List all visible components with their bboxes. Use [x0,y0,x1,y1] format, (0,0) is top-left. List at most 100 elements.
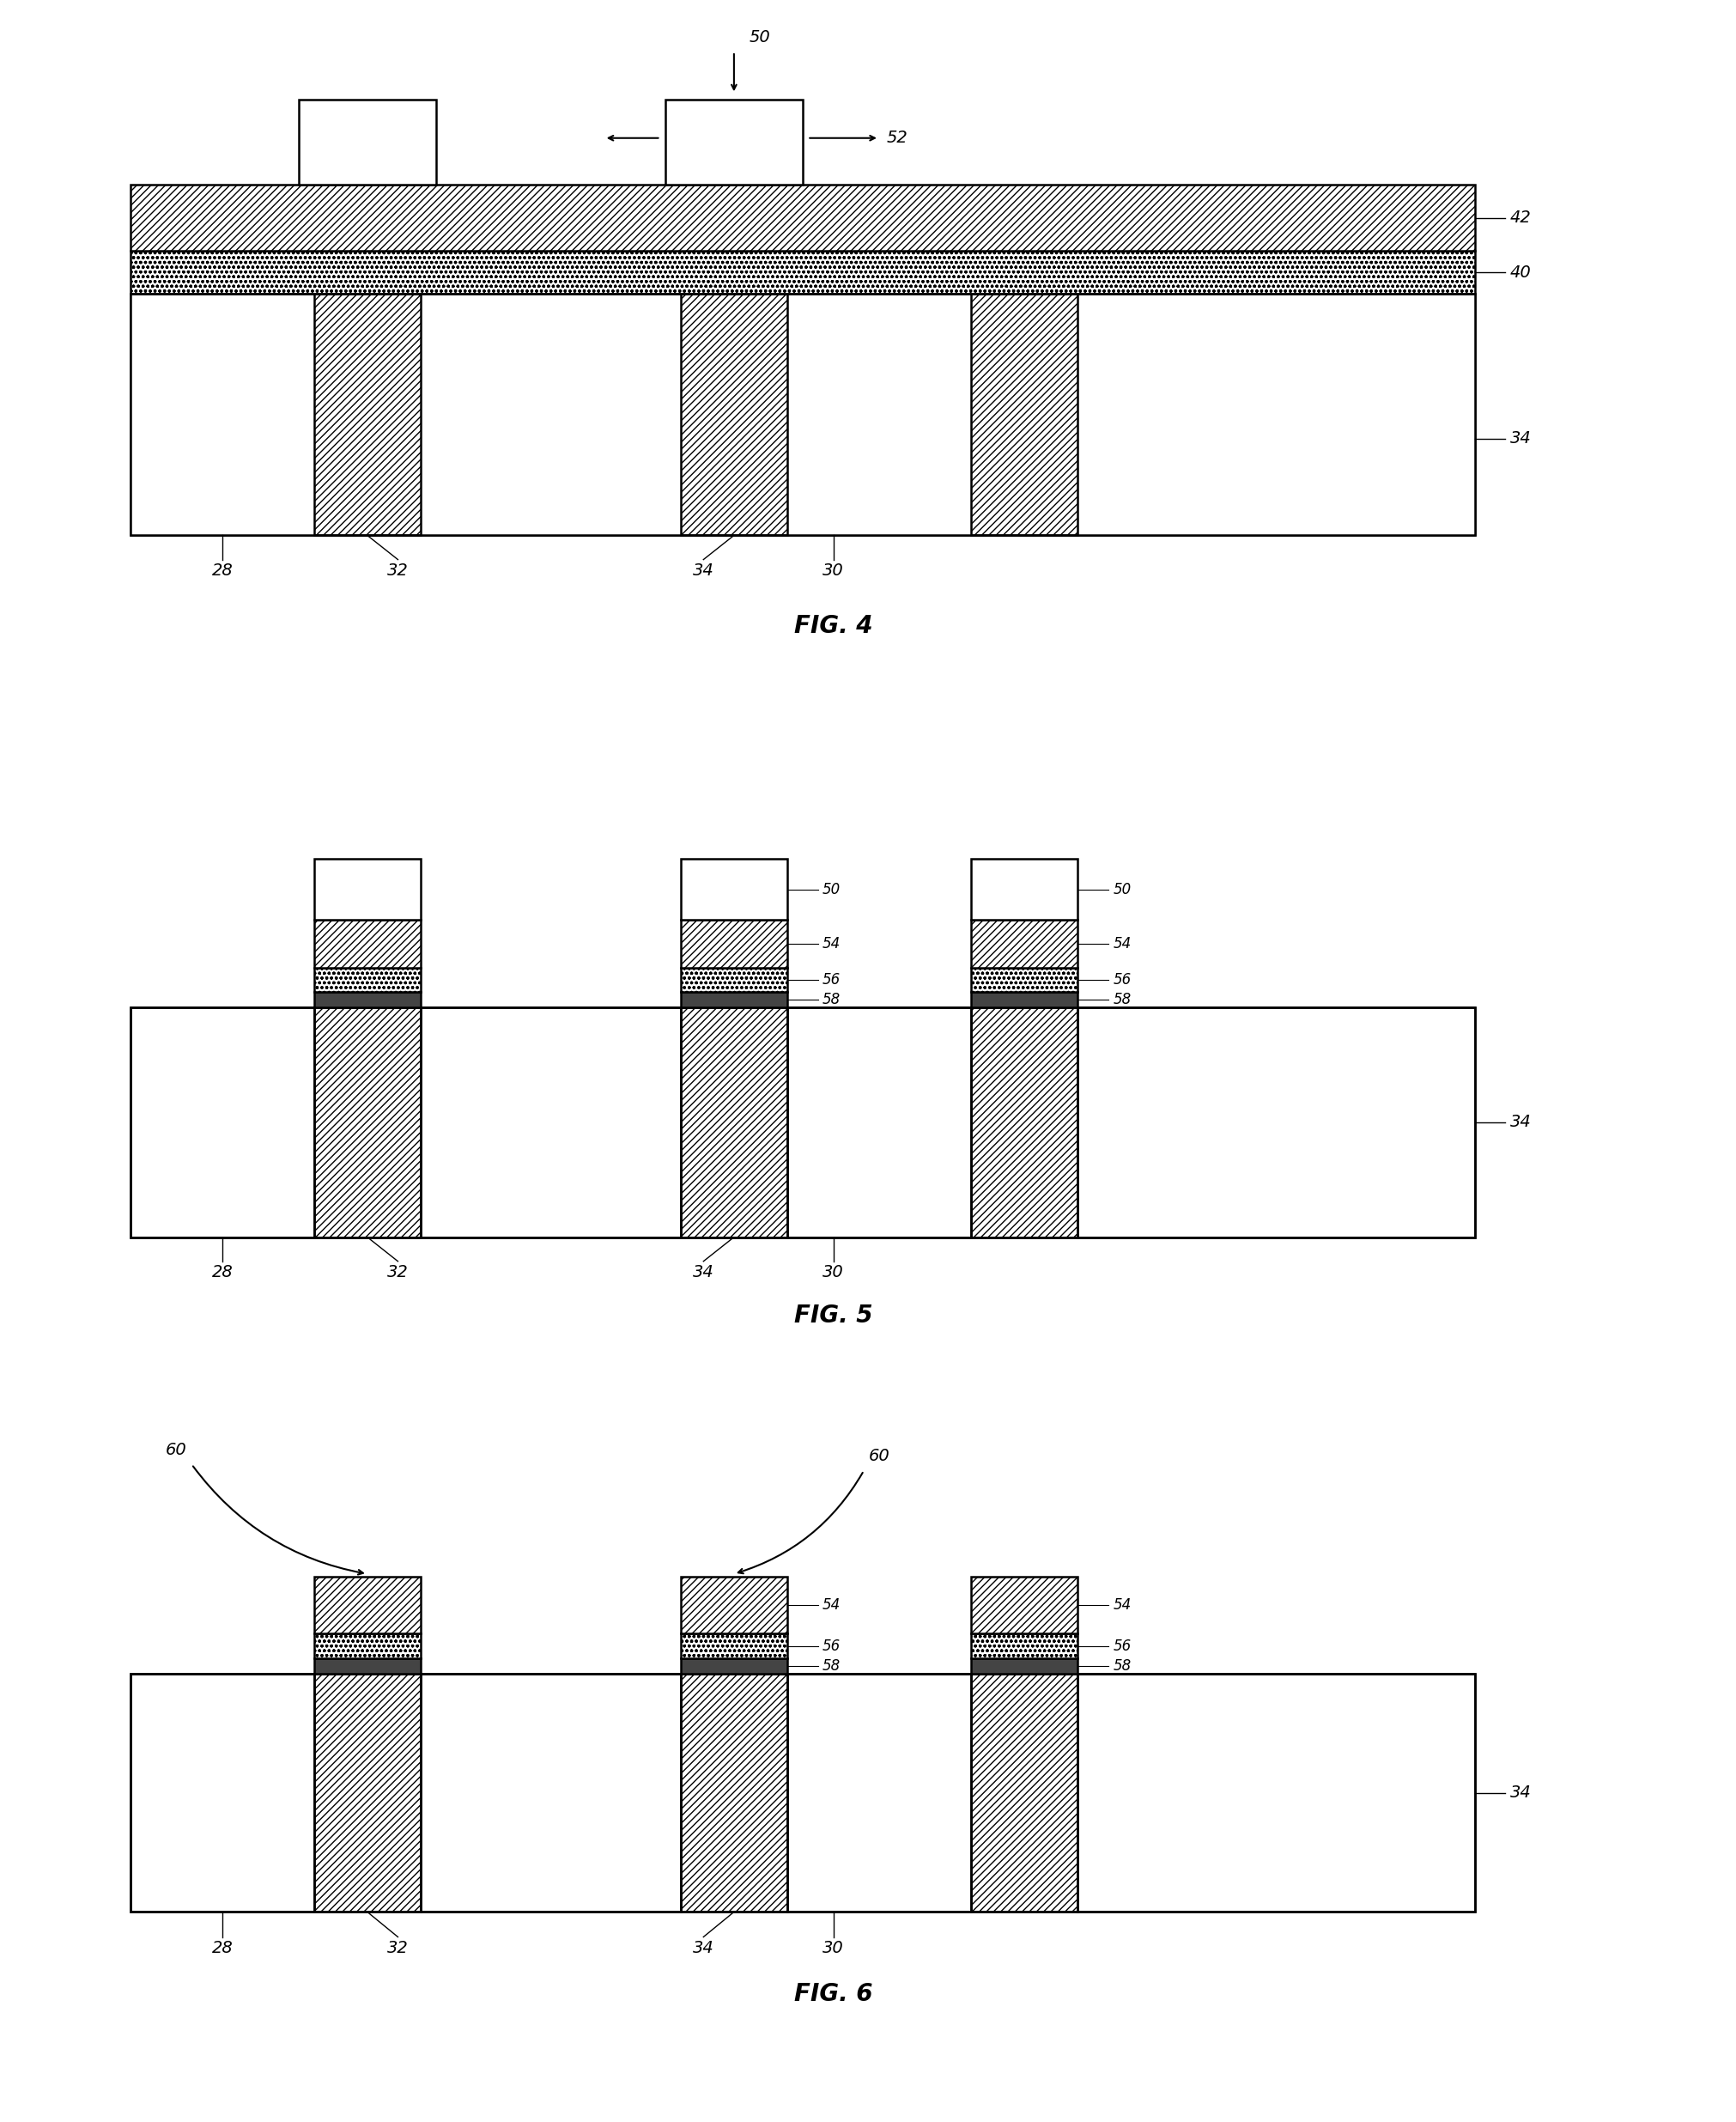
Text: 50: 50 [823,881,840,898]
Bar [788,293,970,535]
Text: 58: 58 [823,991,840,1008]
Bar [1078,1674,1476,1912]
Bar [420,293,681,535]
Bar [970,1008,1078,1237]
Bar [970,1674,1078,1912]
Bar [420,1008,681,1237]
Bar [1078,1674,1476,1912]
Bar [788,1008,970,1237]
Text: 34: 34 [693,1265,713,1282]
Text: FIG. 4: FIG. 4 [793,613,873,639]
Text: 54: 54 [1113,1598,1132,1613]
Bar [130,1674,314,1912]
Text: 30: 30 [823,1940,844,1956]
Bar [130,293,1476,535]
Text: 58: 58 [1113,991,1132,1008]
Bar [314,1674,420,1912]
Bar [1078,293,1476,535]
Bar [420,1008,681,1237]
Bar [665,100,802,185]
Text: FIG. 5: FIG. 5 [793,1303,873,1328]
Text: 56: 56 [823,972,840,989]
Text: 34: 34 [1510,1785,1531,1802]
Bar [314,859,420,919]
Bar [314,1577,420,1634]
Text: 40: 40 [1510,263,1531,280]
Text: 34: 34 [1510,1114,1531,1131]
Bar [130,293,314,535]
Bar [681,1659,788,1674]
Bar [314,919,420,968]
Text: 52: 52 [887,129,908,146]
Text: 28: 28 [212,1940,233,1956]
Text: 34: 34 [1510,431,1531,448]
Text: 28: 28 [212,1265,233,1282]
Bar [130,185,1476,250]
Bar [314,1634,420,1659]
Bar [1078,1008,1476,1237]
Text: 54: 54 [1113,936,1132,951]
Bar [130,1008,1476,1237]
Bar [970,968,1078,993]
Bar [130,1008,314,1237]
Bar [420,1674,681,1912]
Text: 58: 58 [823,1659,840,1674]
Bar [1078,1008,1476,1237]
Text: 32: 32 [387,562,408,579]
Text: 56: 56 [1113,972,1132,989]
Bar [788,1674,970,1912]
Bar [970,1577,1078,1634]
Text: 30: 30 [823,1265,844,1282]
Bar [681,993,788,1008]
Text: 54: 54 [823,1598,840,1613]
Bar [420,1008,681,1237]
Bar [681,1577,788,1634]
Text: 58: 58 [1113,1659,1132,1674]
Text: 54: 54 [823,936,840,951]
Bar [1078,1008,1476,1237]
Text: 34: 34 [693,1940,713,1956]
Text: 56: 56 [823,1638,840,1653]
Bar [314,293,420,535]
Bar [681,859,788,919]
Text: 32: 32 [387,1940,408,1956]
Bar [130,250,1476,293]
Bar [130,1674,314,1912]
Bar [970,859,1078,919]
Text: 50: 50 [1113,881,1132,898]
Bar [314,968,420,993]
Bar [1078,1674,1476,1912]
Bar [970,993,1078,1008]
Bar [130,1008,314,1237]
Text: 60: 60 [868,1447,891,1464]
Text: 30: 30 [823,562,844,579]
Bar [788,1008,970,1237]
Text: 56: 56 [1113,1638,1132,1653]
Bar [420,1674,681,1912]
Text: 32: 32 [387,1265,408,1282]
Bar [681,1634,788,1659]
Text: 60: 60 [165,1441,187,1458]
Text: 50: 50 [750,30,771,45]
Bar [681,1008,788,1237]
Bar [130,1008,314,1237]
Bar [314,993,420,1008]
Text: 42: 42 [1510,210,1531,227]
Bar [130,1674,314,1912]
Bar [970,1659,1078,1674]
Bar [970,1634,1078,1659]
Bar [299,100,436,185]
Bar [970,919,1078,968]
Bar [788,1008,970,1237]
Bar [420,1674,681,1912]
Bar [314,1008,420,1237]
Bar [130,1674,1476,1912]
Bar [788,1674,970,1912]
Bar [130,293,1476,535]
Bar [681,968,788,993]
Text: 28: 28 [212,562,233,579]
Text: 34: 34 [693,562,713,579]
Bar [788,1674,970,1912]
Bar [314,1659,420,1674]
Bar [681,1674,788,1912]
